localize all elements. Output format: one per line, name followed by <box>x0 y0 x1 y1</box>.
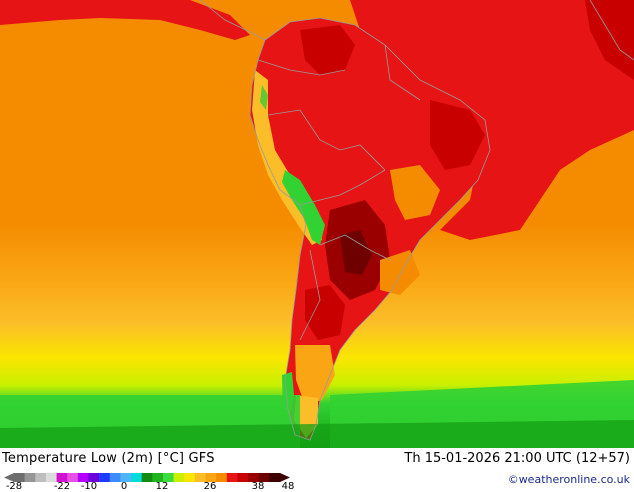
legend-swatch <box>24 473 36 482</box>
legend-swatch <box>184 473 196 482</box>
legend-tick: 38 <box>251 481 265 492</box>
atlantic-warm-region <box>350 0 634 240</box>
legend-arrow-left <box>4 473 14 482</box>
southern-dark-green <box>0 420 634 448</box>
legend-swatch <box>205 473 217 482</box>
map-area <box>0 0 634 448</box>
legend-swatch <box>99 473 111 482</box>
map-title: Temperature Low (2m) [°C] GFS <box>2 451 215 466</box>
north-coastline <box>199 0 634 61</box>
legend-swatch <box>194 473 206 482</box>
credit-link[interactable]: ©weatheronline.co.uk <box>507 473 630 486</box>
legend-tick: -22 <box>53 481 71 492</box>
legend-color-bar <box>4 473 290 482</box>
color-legend: -28 -22 -10 0 12 26 38 48 <box>0 470 300 492</box>
southeast-brazil-orange <box>380 250 420 295</box>
legend-swatch <box>269 473 281 482</box>
brazil-dark-zone <box>430 100 485 170</box>
legend-swatch <box>35 473 47 482</box>
legend-swatch <box>162 473 174 482</box>
legend-swatch <box>67 473 79 482</box>
legend-swatch <box>109 473 121 482</box>
northwest-warm-band <box>0 0 250 40</box>
legend-tick: 48 <box>281 481 295 492</box>
legend-tick: -10 <box>80 481 98 492</box>
legend-swatch <box>14 473 25 482</box>
legend-swatch <box>131 473 142 482</box>
legend-swatch <box>226 473 238 482</box>
temperature-map <box>0 0 634 448</box>
patagonia-orange <box>295 345 335 405</box>
legend-swatch <box>248 473 260 482</box>
legend-arrow-right <box>280 473 290 482</box>
legend-tick: 26 <box>203 481 217 492</box>
forecast-datetime: Th 15-01-2026 21:00 UTC (12+57) <box>404 451 630 466</box>
legend-swatch <box>120 473 132 482</box>
legend-swatch <box>77 473 89 482</box>
legend-tick: -28 <box>5 481 23 492</box>
legend-swatch <box>56 473 68 482</box>
africa-coast-warm <box>585 0 634 80</box>
brazil-plateau-orange <box>390 165 440 220</box>
andes-light-green <box>260 85 268 110</box>
legend-swatch <box>237 473 249 482</box>
country-borders <box>249 17 491 441</box>
amazon-dark-zone <box>300 25 355 75</box>
legend-swatch <box>88 473 100 482</box>
legend-swatch <box>45 473 57 482</box>
chaco-hot-center <box>340 230 372 275</box>
legend-swatch <box>141 473 153 482</box>
legend-swatch <box>258 473 270 482</box>
footer: Temperature Low (2m) [°C] GFS Th 15-01-2… <box>0 448 634 492</box>
andes-green-patch <box>282 170 325 245</box>
legend-tick: 12 <box>155 481 169 492</box>
legend-swatch <box>152 473 164 482</box>
legend-swatch <box>173 473 185 482</box>
legend-swatch <box>216 473 228 482</box>
legend-tick: 0 <box>120 481 128 492</box>
pampas-dark-zone <box>305 285 345 340</box>
